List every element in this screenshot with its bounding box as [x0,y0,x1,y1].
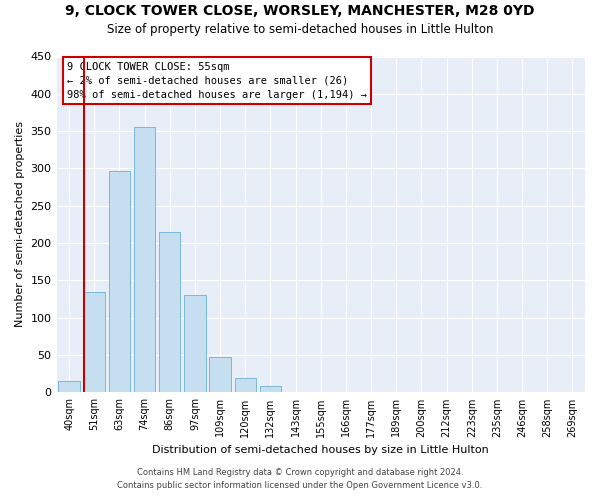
X-axis label: Distribution of semi-detached houses by size in Little Hulton: Distribution of semi-detached houses by … [152,445,489,455]
Text: 9 CLOCK TOWER CLOSE: 55sqm
← 2% of semi-detached houses are smaller (26)
98% of : 9 CLOCK TOWER CLOSE: 55sqm ← 2% of semi-… [67,62,367,100]
Text: Contains HM Land Registry data © Crown copyright and database right 2024.
Contai: Contains HM Land Registry data © Crown c… [118,468,482,489]
Bar [235,378,256,392]
Text: 9, CLOCK TOWER CLOSE, WORSLEY, MANCHESTER, M28 0YD: 9, CLOCK TOWER CLOSE, WORSLEY, MANCHESTE… [65,4,535,18]
Bar [159,232,181,392]
Bar [184,296,206,392]
Y-axis label: Number of semi-detached properties: Number of semi-detached properties [15,122,25,328]
Bar [209,356,231,392]
Bar [83,292,105,392]
Bar [134,128,155,392]
Text: Size of property relative to semi-detached houses in Little Hulton: Size of property relative to semi-detach… [107,22,493,36]
Bar [109,170,130,392]
Bar [260,386,281,392]
Bar [58,381,80,392]
